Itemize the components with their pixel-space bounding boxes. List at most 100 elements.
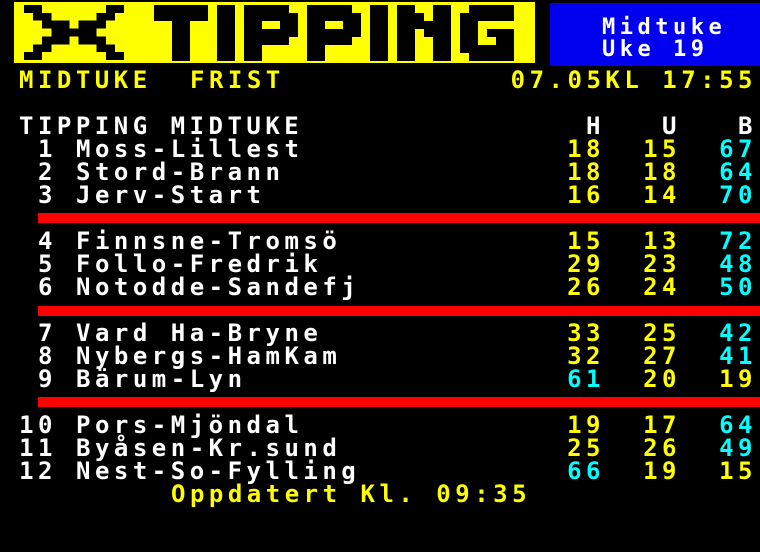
table-row: 9 Bärum-Lyn 61 20 19 <box>0 365 760 393</box>
info-label-frist: FRIST <box>190 66 285 94</box>
h-value: 18 <box>567 158 605 186</box>
channel-line-2: Uke 19 <box>602 37 709 62</box>
match-name: Bärum-Lyn <box>76 365 247 393</box>
match-name: Notodde-Sandefj <box>76 273 361 301</box>
table-row: 6 Notodde-Sandefj 26 24 50 <box>0 273 760 301</box>
u-value: 26 <box>643 434 681 462</box>
b-value: 41 <box>719 342 757 370</box>
h-value: 26 <box>567 273 605 301</box>
u-value: 20 <box>643 365 681 393</box>
channel-box: Midtuke Uke 19 <box>550 3 760 66</box>
b-value: 70 <box>719 181 757 209</box>
separator-bar <box>38 213 760 223</box>
u-value: 17 <box>643 411 681 439</box>
h-value: 29 <box>567 250 605 278</box>
separator-bar <box>38 306 760 316</box>
table-row: 2 Stord-Brann 18 18 64 <box>0 158 760 186</box>
updated-timestamp: Oppdatert Kl. 09:35 <box>171 480 532 508</box>
match-name: Nybergs-HamKam <box>76 342 342 370</box>
match-number: 1 <box>38 135 57 163</box>
logo-letter <box>244 5 298 61</box>
table-row: 12 Nest-So-Fylling 66 19 15 <box>0 457 760 485</box>
u-value: 18 <box>643 158 681 186</box>
h-value: 66 <box>567 457 605 485</box>
match-number: 6 <box>38 273 57 301</box>
h-value: 18 <box>567 135 605 163</box>
match-number: 12 <box>19 457 57 485</box>
tipping-logo-text <box>154 5 523 61</box>
match-name: Moss-Lillest <box>76 135 304 163</box>
table-row: 10 Pors-Mjöndal 19 17 64 <box>0 411 760 439</box>
match-name: Finnsne-Tromsö <box>76 227 342 255</box>
match-number: 4 <box>38 227 57 255</box>
u-value: 13 <box>643 227 681 255</box>
h-value: 15 <box>567 227 605 255</box>
channel-line-1: Midtuke <box>602 15 727 40</box>
u-value: 27 <box>643 342 681 370</box>
match-name: Nest-So-Fylling <box>76 457 361 485</box>
footer-row: Oppdatert Kl. 09:35 <box>0 480 760 508</box>
table-row: 3 Jerv-Start 16 14 70 <box>0 181 760 209</box>
column-header-h: H <box>586 112 605 140</box>
b-value: 64 <box>719 158 757 186</box>
info-row: MIDTUKE FRIST 07.05KL 17:55 <box>0 66 760 94</box>
h-value: 32 <box>567 342 605 370</box>
b-value: 42 <box>719 319 757 347</box>
info-label-midtuke: MIDTUKE <box>19 66 152 94</box>
logo-letter <box>370 5 388 61</box>
match-number: 5 <box>38 250 57 278</box>
b-value: 15 <box>719 457 757 485</box>
match-name: Jerv-Start <box>76 181 266 209</box>
match-name: Byåsen-Kr.sund <box>76 434 342 462</box>
table-row: 1 Moss-Lillest 18 15 67 <box>0 135 760 163</box>
match-number: 8 <box>38 342 57 370</box>
match-number: 3 <box>38 181 57 209</box>
table-title: TIPPING MIDTUKE <box>19 112 304 140</box>
match-number: 7 <box>38 319 57 347</box>
u-value: 24 <box>643 273 681 301</box>
table-header-row: TIPPING MIDTUKE H U B <box>0 112 760 140</box>
match-name: Stord-Brann <box>76 158 285 186</box>
table-row: 11 Byåsen-Kr.sund 25 26 49 <box>0 434 760 462</box>
column-header-u: U <box>662 112 681 140</box>
h-value: 16 <box>567 181 605 209</box>
match-name: Follo-Fredrik <box>76 250 323 278</box>
match-number: 11 <box>19 434 57 462</box>
match-number: 9 <box>38 365 57 393</box>
b-value: 19 <box>719 365 757 393</box>
table-row: 8 Nybergs-HamKam 32 27 41 <box>0 342 760 370</box>
channel-text: Midtuke Uke 19 <box>602 17 726 61</box>
b-value: 64 <box>719 411 757 439</box>
column-header-b: B <box>738 112 757 140</box>
logo-letter <box>460 5 514 61</box>
b-value: 49 <box>719 434 757 462</box>
b-value: 72 <box>719 227 757 255</box>
logo-letter <box>397 5 451 61</box>
logo-letter <box>154 5 208 61</box>
separator-bar <box>38 397 760 407</box>
x-logo-icon <box>24 5 124 60</box>
match-name: Vard Ha-Bryne <box>76 319 323 347</box>
u-value: 15 <box>643 135 681 163</box>
h-value: 61 <box>567 365 605 393</box>
b-value: 48 <box>719 250 757 278</box>
u-value: 14 <box>643 181 681 209</box>
u-value: 23 <box>643 250 681 278</box>
u-value: 25 <box>643 319 681 347</box>
match-name: Pors-Mjöndal <box>76 411 304 439</box>
match-number: 2 <box>38 158 57 186</box>
u-value: 19 <box>643 457 681 485</box>
table-row: 7 Vard Ha-Bryne 33 25 42 <box>0 319 760 347</box>
b-value: 50 <box>719 273 757 301</box>
table-row: 5 Follo-Fredrik 29 23 48 <box>0 250 760 278</box>
logo-letter <box>217 5 235 61</box>
h-value: 25 <box>567 434 605 462</box>
tipping-banner <box>14 2 535 63</box>
info-deadline: 07.05KL 17:55 <box>510 66 757 94</box>
logo-letter <box>307 5 361 61</box>
match-number: 10 <box>19 411 57 439</box>
b-value: 67 <box>719 135 757 163</box>
h-value: 33 <box>567 319 605 347</box>
h-value: 19 <box>567 411 605 439</box>
